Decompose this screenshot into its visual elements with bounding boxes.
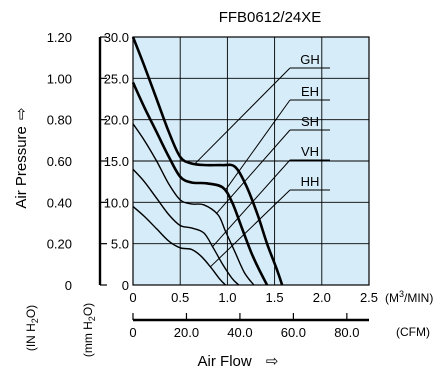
series-label-sh: SH	[301, 114, 319, 129]
x-tick-label: 2.0	[313, 290, 331, 305]
series-label-vh: VH	[301, 144, 319, 159]
unit-in-h2o: (IN H2O)	[24, 305, 40, 351]
leader-line-vh	[211, 159, 291, 248]
y-tick-label: 20.0	[104, 113, 129, 128]
y2-tick-label: 1.00	[47, 71, 72, 86]
performance-curves	[131, 36, 284, 286]
x2-tick-label: 20.0	[174, 325, 199, 340]
y-tick-label: 30.0	[104, 30, 129, 45]
x2-tick-label: 80.0	[334, 325, 359, 340]
label-leaders: GH EH SH VH HH	[194, 52, 330, 268]
y-tick-label: 5.0	[111, 237, 129, 252]
y2-tick-label: 0.80	[47, 113, 72, 128]
y-tick-label: 0	[122, 278, 129, 293]
x2-tick-label: 40.0	[227, 325, 252, 340]
plot-grid	[133, 37, 369, 285]
x-axis-label: Air Flow ⇨	[198, 353, 279, 370]
unit-m3-min: (M3/MIN)	[385, 289, 433, 305]
series-label-gh: GH	[300, 52, 320, 67]
series-line-vh	[132, 168, 240, 286]
x-tick-label: 1.0	[218, 290, 236, 305]
series-line-eh	[131, 81, 269, 286]
x-tick-label: 2.5	[360, 290, 378, 305]
y-axis-label: Air Pressure ⇨	[13, 107, 30, 208]
leader-line-eh	[225, 99, 291, 191]
y-axis-arrow-icon: ⇨	[13, 107, 30, 120]
unit-mm-h2o: (mm H2O)	[81, 303, 97, 357]
y-tick-label: 15.0	[104, 154, 129, 169]
unit-cfm: (CFM)	[396, 325, 430, 339]
series-line-gh	[131, 36, 284, 286]
y2-tick-label: 0.20	[47, 237, 72, 252]
x-tick-label: 0.5	[171, 290, 189, 305]
y-tick-label: 25.0	[104, 71, 129, 86]
y2-tick-label: 0.60	[47, 154, 72, 169]
y2-tick-label: 0	[65, 278, 72, 293]
x2-tick-label: 60.0	[281, 325, 306, 340]
x-tick-label: 0	[129, 290, 136, 305]
x-axis-label-text: Air Flow	[198, 353, 252, 370]
x2-tick-label: 0	[129, 325, 136, 340]
x-tick-label: 1.5	[266, 290, 284, 305]
series-line-sh	[132, 123, 255, 286]
axis-ticks: 0 5.0 10.0 15.0 20.0 25.0 30.0 0 0.20 0.40 0.60 0.8…	[47, 30, 378, 340]
y2-tick-label: 0.40	[47, 195, 72, 210]
series-label-eh: EH	[301, 84, 319, 99]
leader-line-sh	[215, 129, 291, 215]
series-line-hh	[132, 205, 227, 286]
leader-line-hh	[210, 189, 291, 268]
x-axis-arrow-icon: ⇨	[266, 353, 279, 370]
leader-line-gh	[194, 67, 291, 165]
chart-title: FFB0612/24XE	[219, 9, 322, 26]
y-tick-label: 10.0	[104, 195, 129, 210]
y-axis-label-text: Air Pressure	[13, 126, 30, 209]
series-label-hh: HH	[301, 174, 320, 189]
y2-tick-label: 1.20	[47, 30, 72, 45]
